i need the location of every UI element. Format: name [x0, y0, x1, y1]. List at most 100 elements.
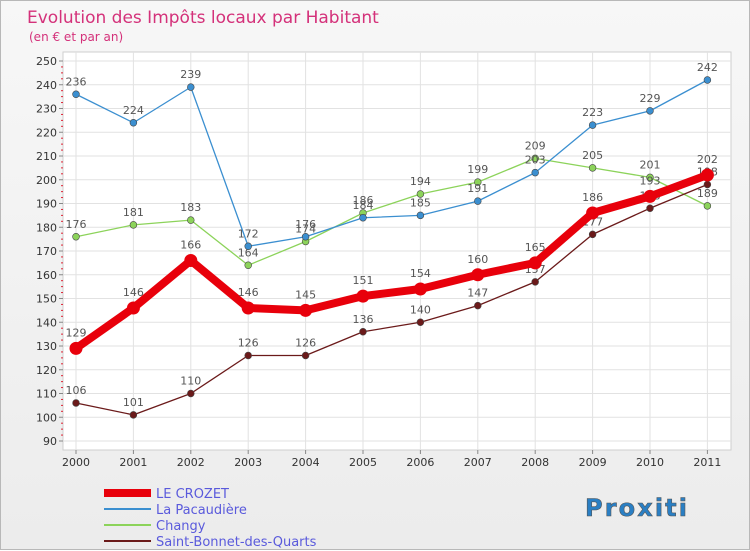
y-tick-label: 240	[36, 79, 57, 92]
data-label: 186	[582, 191, 603, 204]
data-label: 126	[295, 337, 316, 350]
data-label: 242	[697, 61, 718, 74]
data-point	[299, 303, 313, 317]
data-point	[703, 180, 712, 189]
x-tick-label: 2000	[62, 456, 90, 469]
data-label: 160	[467, 253, 488, 266]
data-point	[474, 301, 482, 310]
data-point	[241, 301, 255, 315]
x-tick-label: 2007	[464, 456, 492, 469]
data-label: 129	[66, 326, 87, 339]
data-point	[588, 230, 597, 239]
data-point	[301, 233, 310, 241]
data-point	[359, 214, 367, 222]
data-label: 136	[353, 313, 374, 326]
data-label: 239	[180, 68, 201, 81]
x-tick-label: 2005	[349, 456, 377, 469]
data-point	[129, 119, 138, 127]
y-tick-label: 170	[36, 245, 57, 258]
data-label: 145	[295, 288, 316, 301]
data-label: 147	[467, 287, 488, 300]
chart-subtitle: (en € et par an)	[29, 30, 123, 44]
y-tick-label: 200	[36, 174, 57, 187]
y-tick-label: 140	[36, 316, 57, 329]
data-label: 166	[180, 239, 201, 252]
data-point	[646, 107, 654, 115]
data-point	[531, 278, 539, 286]
data-point	[184, 254, 198, 267]
data-point	[72, 399, 80, 407]
data-point	[69, 341, 83, 355]
data-point	[126, 301, 140, 315]
data-label: 202	[697, 153, 718, 166]
x-tick-label: 2002	[177, 456, 205, 469]
data-point	[643, 189, 657, 203]
y-tick-label: 220	[36, 126, 57, 139]
data-point	[244, 261, 252, 269]
data-point	[474, 178, 482, 186]
legend-label: Changy	[156, 519, 206, 534]
series-line	[75, 79, 708, 247]
y-tick-label: 210	[36, 150, 57, 163]
series-line	[75, 157, 708, 266]
data-label: 110	[180, 375, 201, 388]
data-label: 189	[697, 187, 718, 200]
grid	[63, 52, 731, 450]
x-tick-label: 2006	[406, 456, 434, 469]
data-point	[72, 233, 80, 241]
y-axis: 90 100 110 120 130 140 150 160 170 180 190 200 210 22…	[36, 55, 63, 448]
data-point	[471, 268, 485, 282]
data-point	[244, 242, 252, 250]
data-label: 229	[640, 92, 661, 105]
data-point	[474, 197, 482, 205]
data-label: 165	[525, 241, 546, 254]
x-tick-label: 2009	[579, 456, 607, 469]
legend-label: La Pacaudière	[156, 503, 247, 518]
data-point	[129, 411, 138, 419]
data-label: 224	[123, 104, 144, 117]
y-tick-label: 150	[36, 293, 57, 306]
data-point	[528, 256, 542, 270]
y-tick-label: 130	[36, 340, 57, 353]
data-label: 205	[582, 149, 603, 162]
data-point	[703, 202, 712, 210]
data-point	[416, 318, 425, 326]
y-tick-label: 100	[36, 411, 57, 424]
series-line	[75, 183, 708, 416]
y-tick-label: 230	[36, 103, 57, 116]
x-tick-label: 2008	[521, 456, 549, 469]
data-point	[416, 190, 425, 198]
data-point	[244, 351, 252, 360]
data-point	[356, 289, 370, 303]
data-label: 223	[582, 106, 603, 119]
data-label: 209	[525, 139, 546, 152]
data-point	[187, 389, 195, 398]
data-point	[531, 168, 539, 177]
data-point	[586, 206, 600, 220]
data-label: 201	[640, 158, 661, 171]
data-label: 191	[467, 182, 488, 195]
data-label: 164	[238, 246, 259, 259]
data-point	[359, 328, 367, 336]
data-label: 193	[640, 174, 661, 187]
data-label: 185	[410, 196, 431, 209]
y-tick-label: 190	[36, 198, 57, 211]
data-label: 154	[410, 267, 431, 280]
legend-label: Saint-Bonnet-des-Quarts	[156, 535, 317, 550]
series-le-crozet: 129 146 166 146 145 151 154 160 165 186 193 202	[66, 153, 718, 355]
data-label: 151	[353, 274, 374, 287]
x-tick-label: 2001	[119, 456, 147, 469]
data-point	[646, 204, 654, 212]
data-label: 106	[66, 384, 87, 397]
y-tick-label: 90	[43, 435, 57, 448]
data-label: 199	[467, 163, 488, 176]
x-axis: 2000 2001 2002 2003 2004 2005 2006 2007 2008 2009…	[62, 450, 721, 469]
data-label: 126	[238, 337, 259, 350]
data-point	[301, 351, 310, 360]
x-tick-label: 2011	[693, 456, 721, 469]
data-point	[646, 173, 654, 182]
y-tick-label: 160	[36, 269, 57, 282]
data-label: 174	[295, 223, 316, 236]
